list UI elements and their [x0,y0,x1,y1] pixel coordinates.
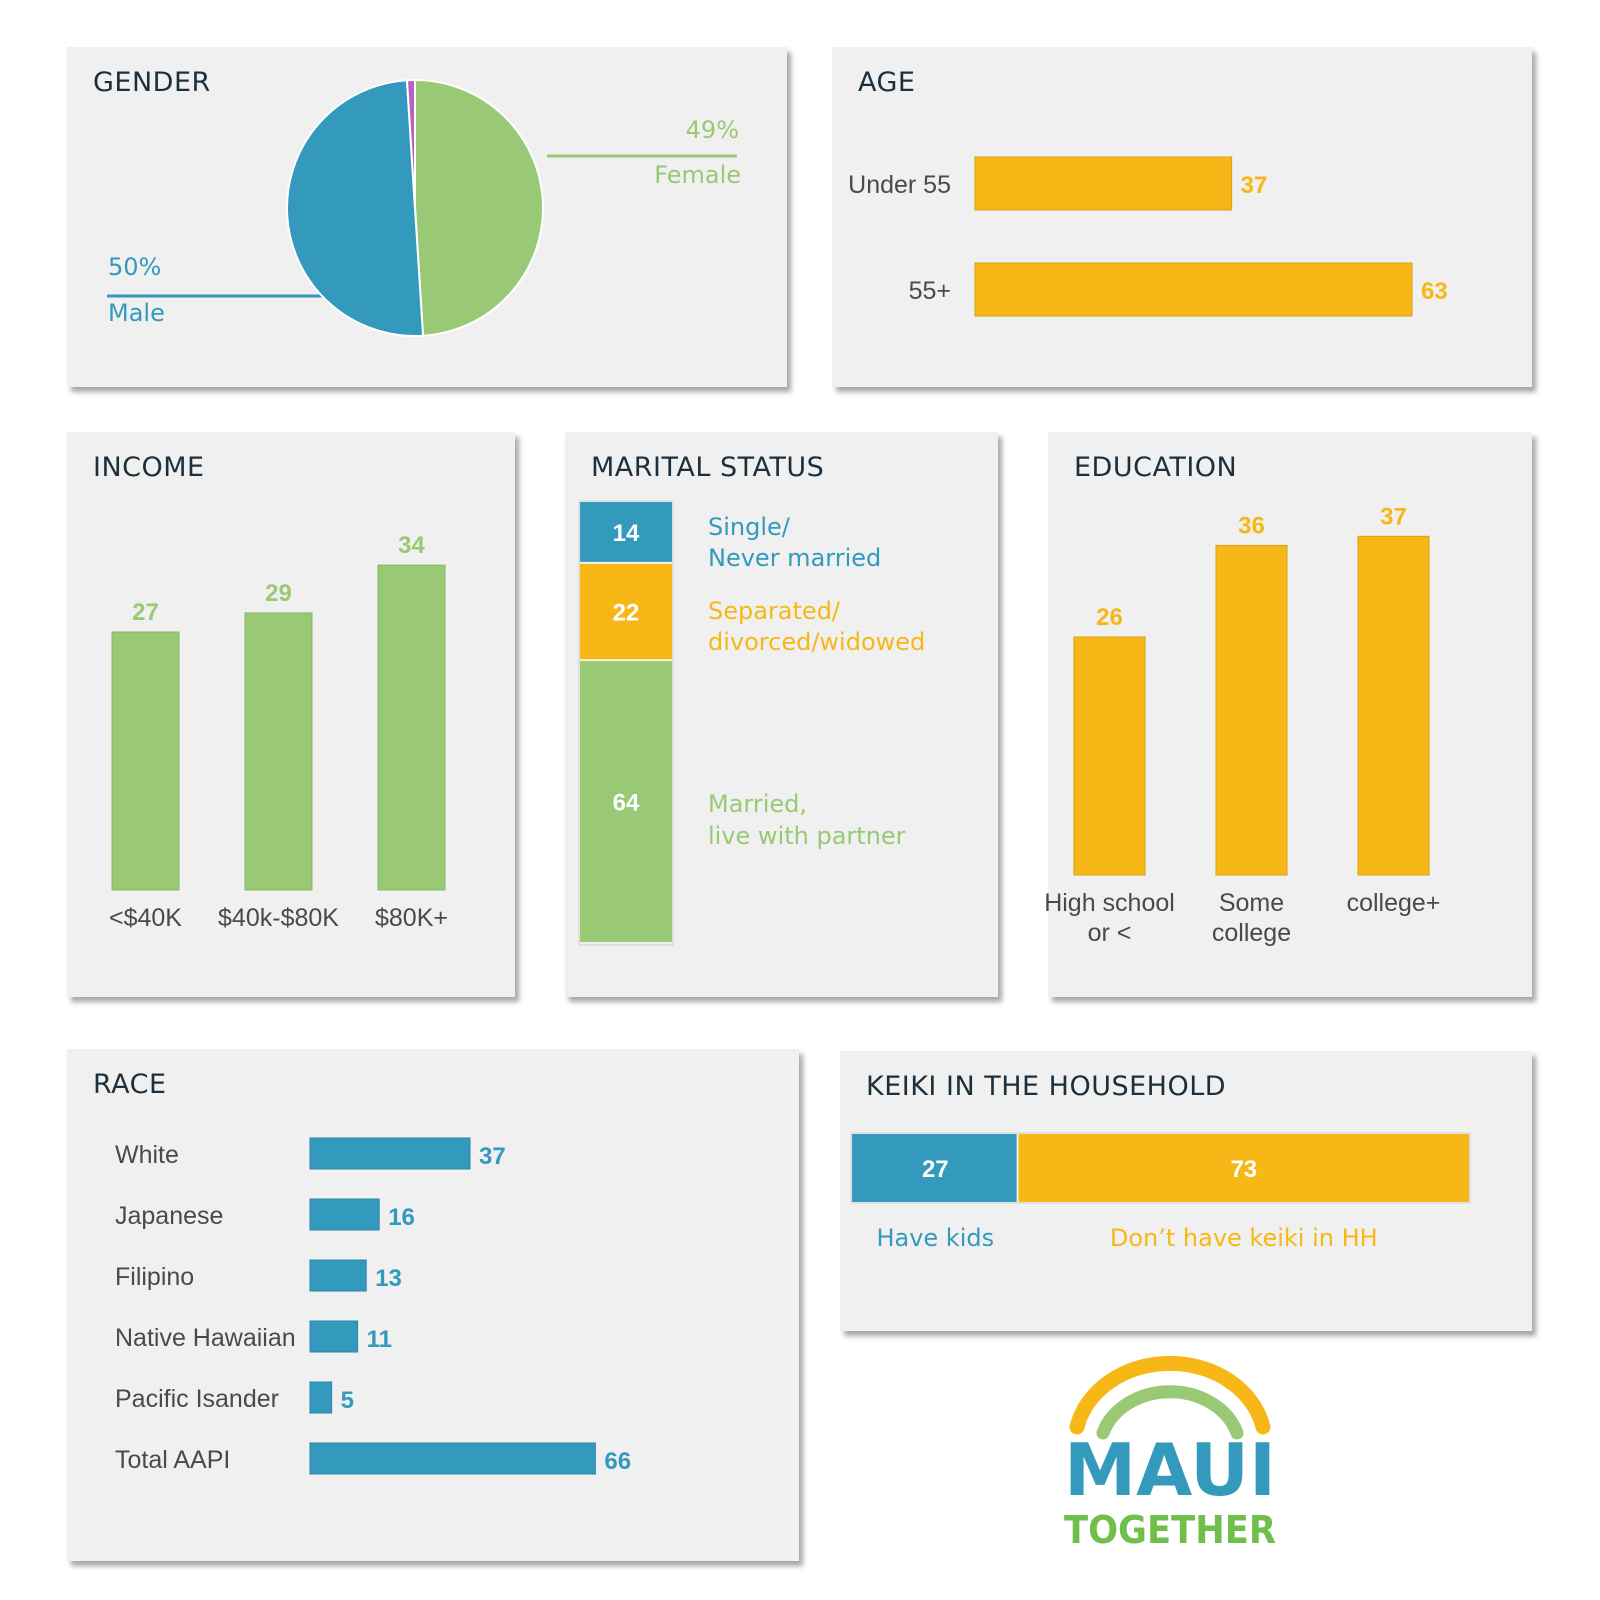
income-bar-chart: 27 <$40K 29 $40k-$80K 34 $80K+ [109,532,448,932]
gender-title: GENDER [93,67,211,98]
race-category-label: White [115,1141,179,1169]
education-value-label: 37 [1380,503,1407,530]
no-keiki-segment [1018,1134,1469,1202]
income-bar [244,612,313,891]
logo-green-arc [1096,1385,1244,1440]
gender-panel: GENDER 49% Female 50% Male [67,47,787,387]
marital-value-label: 14 [613,520,640,547]
education-category-label: college [1212,919,1291,947]
male-pct-label: 50% [108,253,161,281]
race-value-label: 37 [479,1143,506,1170]
keiki-value-label: 73 [1230,1156,1257,1183]
single-label: Single/Never married [708,513,881,572]
married-label: Married, live with partner [708,790,906,850]
race-value-label: 5 [341,1387,354,1414]
other-slice [405,78,416,209]
race-category-label: Japanese [115,1202,223,1230]
female-pct-label: 49% [686,116,739,144]
age-category-label: Under 55 [848,171,951,199]
race-bar-chart: White 37 Japanese 16 Filipino 13 Native Hawaii… [115,1137,631,1475]
separated-segment [580,563,672,660]
male-label: Male [108,299,165,327]
education-category-label: or < [1088,919,1132,947]
female-label: Female [654,161,741,189]
income-panel: INCOME 27 <$40K 29 $40k-$80K 34 $80K+ [67,432,515,997]
logo-together-text: TOGETHER [1064,1508,1276,1552]
race-bar [309,1259,367,1292]
age-value-label: 37 [1241,172,1268,199]
age-title: AGE [858,67,916,98]
race-value-label: 66 [604,1448,631,1475]
education-panel: EDUCATION 26 High school or <36 Some college… [1044,432,1532,997]
income-title: INCOME [93,452,205,483]
keiki-category-label: Have kids [876,1224,994,1252]
logo-yellow-arc [1069,1355,1271,1435]
race-value-label: 13 [375,1265,402,1292]
income-bar [111,631,180,891]
race-panel: RACE White 37 Japanese 16 Filipino 13 Native H… [67,1049,799,1561]
age-category-label: 55+ [909,277,951,305]
marital-value-label: 22 [613,600,640,627]
income-bar [377,564,446,891]
age-bar [974,262,1413,317]
keiki-value-label: 27 [922,1156,949,1183]
race-title: RACE [93,1069,167,1100]
marital-panel: MARITAL STATUS 14 22 64 Single/Never marri… [565,432,998,997]
gender-pie-chart: 49% Female 50% Male [107,78,741,337]
education-category-label: college+ [1347,889,1441,917]
race-category-label: Native Hawaiian [115,1324,296,1352]
education-bar [1357,535,1430,876]
education-category-label: High school [1044,889,1175,917]
maui-together-logo: MAUI TOGETHER [1064,1355,1276,1552]
male-slice [286,79,425,337]
income-value-label: 34 [398,532,425,559]
education-value-label: 36 [1238,512,1265,539]
keiki-stacked-chart: 27 Have kids 73 Don’t have keiki in HH [850,1132,1471,1252]
education-bar [1073,636,1146,876]
race-category-label: Pacific Isander [115,1385,279,1413]
race-category-label: Filipino [115,1263,194,1291]
race-bar [309,1137,471,1170]
education-title: EDUCATION [1074,452,1238,483]
age-panel: AGE Under 55 37 55+ 63 [832,47,1532,387]
income-value-label: 29 [265,580,292,607]
income-category-label: $80K+ [375,904,448,932]
race-bar [309,1320,359,1353]
keiki-title: KEIKI IN THE HOUSEHOLD [866,1071,1227,1102]
age-bar [974,156,1233,211]
age-value-label: 63 [1421,278,1448,305]
income-value-label: 27 [132,599,159,626]
keiki-category-label: Don’t have keiki in HH [1110,1224,1378,1252]
race-value-label: 11 [367,1326,392,1353]
income-category-label: <$40K [109,904,182,932]
logo-maui-text: MAUI [1064,1428,1276,1512]
race-bar [309,1442,596,1475]
education-value-label: 26 [1096,604,1123,631]
education-bar [1215,544,1288,876]
marital-bar-outline [578,500,674,946]
income-category-label: $40k-$80K [218,904,339,932]
female-slice [414,78,544,337]
separated-label: Separated/divorced/widowed [708,597,925,656]
race-value-label: 16 [388,1204,415,1231]
married-segment [580,661,672,942]
single-segment [580,502,672,562]
age-bar-chart: Under 55 37 55+ 63 [848,156,1448,317]
education-category-label: Some [1219,889,1284,917]
keiki-bar-outline [850,1132,1471,1204]
marital-title: MARITAL STATUS [591,452,825,483]
marital-stacked-chart: 14 22 64 Single/Never married Separated/di… [578,500,925,946]
have-kids-segment [852,1134,1017,1202]
race-bar [309,1198,380,1231]
race-bar [309,1381,333,1414]
race-category-label: Total AAPI [115,1446,230,1474]
keiki-panel: KEIKI IN THE HOUSEHOLD 27 Have kids 73 Don’… [840,1051,1532,1331]
marital-value-label: 64 [613,790,640,817]
